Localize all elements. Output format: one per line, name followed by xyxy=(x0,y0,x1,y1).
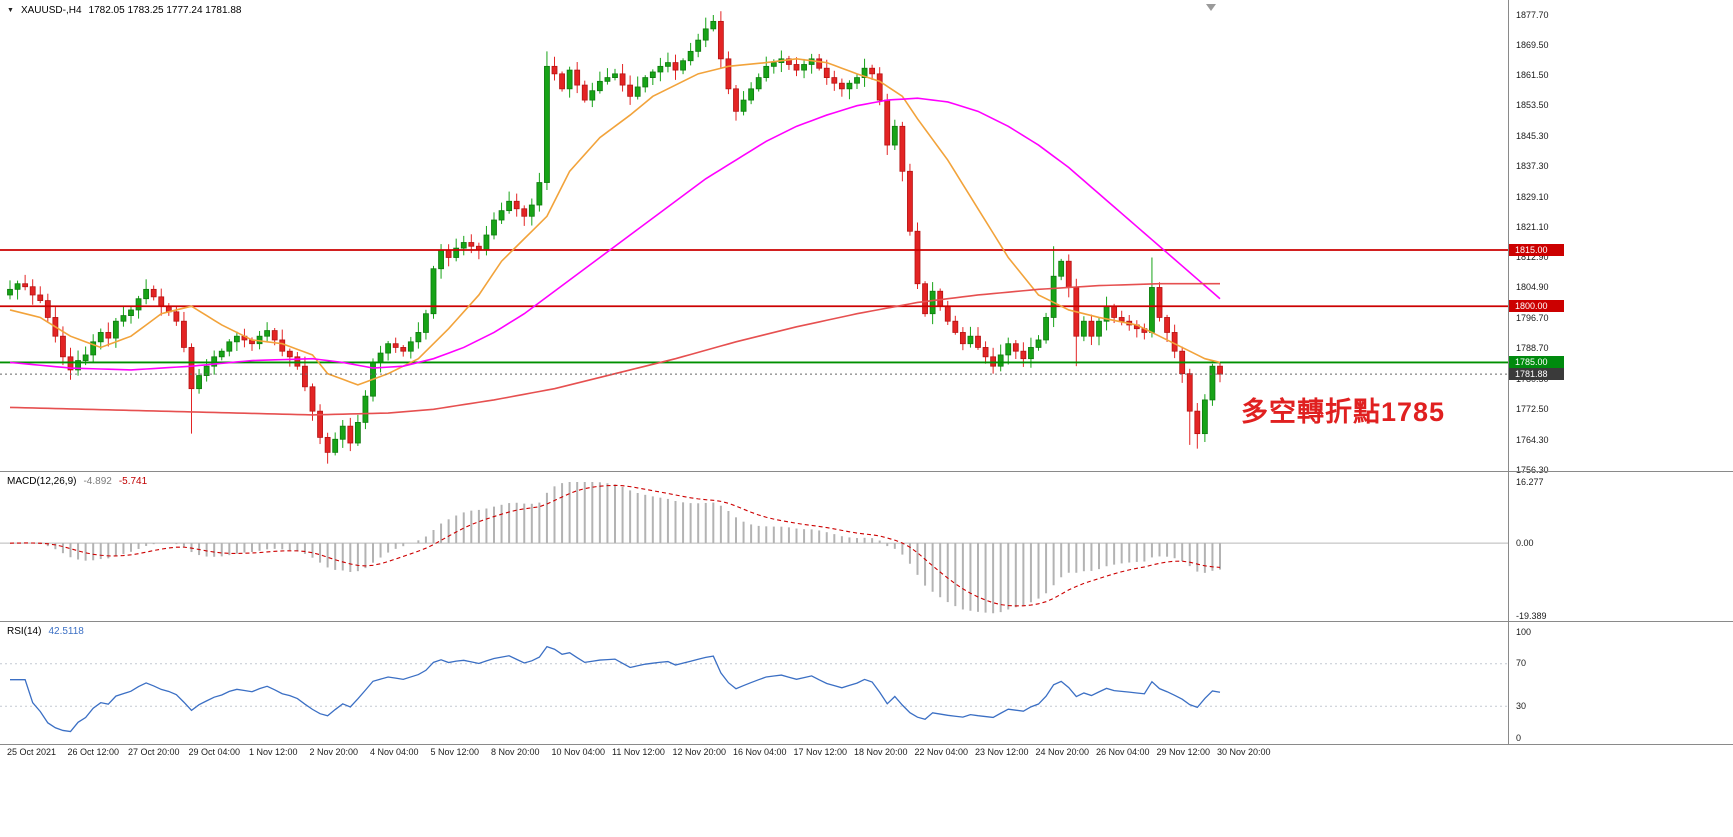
macd-indicator-pane[interactable] xyxy=(0,472,1508,621)
time-axis-label: 11 Nov 12:00 xyxy=(612,747,665,757)
chart-header: ▼ XAUUSD-,H4 1782.05 1783.25 1777.24 178… xyxy=(7,5,241,16)
price-tick-label: 1869.50 xyxy=(1516,40,1549,51)
main-chart-pane[interactable]: ▼ XAUUSD-,H4 1782.05 1783.25 1777.24 178… xyxy=(0,0,1508,471)
price-tick-label: 1772.50 xyxy=(1516,403,1549,414)
time-axis-label: 26 Oct 12:00 xyxy=(67,747,120,757)
rsi-axis-label: 0 xyxy=(1516,732,1522,743)
price-level-tag: 1800.00 xyxy=(1509,300,1564,313)
rsi-name: RSI(14) xyxy=(7,626,42,637)
price-axis-border xyxy=(1508,0,1509,745)
symbol-timeframe-label: XAUUSD-,H4 xyxy=(20,5,82,16)
rsi-axis-label: 100 xyxy=(1516,626,1532,637)
time-axis-label: 10 Nov 04:00 xyxy=(551,747,606,757)
ohlc-values: 1782.05 1783.25 1777.24 1781.88 xyxy=(88,5,242,16)
rsi-value: 42.5118 xyxy=(48,626,84,637)
price-tick-label: 1877.70 xyxy=(1516,9,1549,20)
ma-mid-magenta xyxy=(9,97,1221,371)
macd-axis-label: -19.389 xyxy=(1516,610,1547,621)
price-axis[interactable]: 1877.70 1869.50 1861.50 1853.50 1845.30 1837.… xyxy=(1509,0,1733,745)
price-tick-label: 1845.30 xyxy=(1516,130,1549,141)
price-level-tag: 1815.00 xyxy=(1509,243,1564,256)
time-axis-label: 4 Nov 04:00 xyxy=(370,747,419,757)
last-price-tag: 1781.88 xyxy=(1509,368,1564,381)
price-tick-label: 1829.10 xyxy=(1516,191,1549,202)
macd-chart-canvas[interactable] xyxy=(0,472,1508,621)
rsi-chart-canvas[interactable] xyxy=(0,622,1508,744)
time-axis-label: 2 Nov 20:00 xyxy=(309,747,359,757)
macd-indicator-label: MACD(12,26,9) -4.892 -5.741 xyxy=(7,476,147,487)
time-axis-label: 12 Nov 20:00 xyxy=(672,747,727,757)
price-tick-label: 1796.70 xyxy=(1516,313,1549,324)
rsi-indicator-label: RSI(14) 42.5118 xyxy=(7,626,84,637)
price-tick-label: 1812.90 xyxy=(1516,252,1549,263)
candlestick-chart-canvas[interactable] xyxy=(0,0,1508,471)
pane-separator[interactable] xyxy=(0,621,1733,622)
time-axis-label: 27 Oct 20:00 xyxy=(128,747,180,757)
time-axis-label: 23 Nov 12:00 xyxy=(975,747,1029,757)
rsi-axis-label: 70 xyxy=(1516,658,1527,669)
time-axis-label: 25 Oct 2021 xyxy=(7,747,57,757)
price-tick-label: 1756.30 xyxy=(1516,464,1549,475)
shift-marker-icon[interactable] xyxy=(1206,4,1216,11)
pane-separator[interactable] xyxy=(0,471,1733,472)
time-axis-label: 30 Nov 20:00 xyxy=(1217,747,1271,757)
macd-main-value: -4.892 xyxy=(83,476,112,487)
price-tick-label: 1837.30 xyxy=(1516,160,1549,171)
chart-annotation-text: 多空轉折點1785 xyxy=(1241,397,1446,427)
time-axis-label: 8 Nov 20:00 xyxy=(491,747,540,757)
rsi-indicator-pane[interactable] xyxy=(0,622,1508,744)
macd-axis-label: 0.00 xyxy=(1516,537,1534,548)
price-tick-label: 1804.90 xyxy=(1516,282,1549,293)
price-tick-label: 1821.10 xyxy=(1516,221,1549,232)
macd-axis-label: 16.277 xyxy=(1516,476,1544,487)
pane-separator xyxy=(0,744,1733,745)
price-level-tag: 1785.00 xyxy=(1509,356,1564,369)
price-tick-label: 1764.30 xyxy=(1516,434,1549,445)
time-axis-label: 5 Nov 12:00 xyxy=(430,747,480,757)
time-axis-label: 22 Nov 04:00 xyxy=(914,747,969,757)
ma-fast-orange xyxy=(9,58,1221,386)
price-tick-label: 1788.70 xyxy=(1516,343,1549,354)
time-axis-label: 26 Nov 04:00 xyxy=(1096,747,1150,757)
price-tick-label: 1853.50 xyxy=(1516,100,1549,111)
time-axis[interactable]: 25 Oct 2021 26 Oct 12:00 27 Oct 20:00 29 Oc… xyxy=(0,745,1508,763)
macd-signal-value: -5.741 xyxy=(118,476,148,487)
price-tick-label: 1861.50 xyxy=(1516,70,1549,81)
time-axis-label: 29 Oct 04:00 xyxy=(188,747,241,757)
time-axis-label: 24 Nov 20:00 xyxy=(1035,747,1090,757)
time-axis-label: 18 Nov 20:00 xyxy=(854,747,908,757)
rsi-axis-label: 30 xyxy=(1516,700,1527,711)
time-axis-label: 1 Nov 12:00 xyxy=(249,747,298,757)
symbol-dropdown-icon[interactable]: ▼ xyxy=(7,6,14,14)
time-axis-label: 29 Nov 12:00 xyxy=(1156,747,1211,757)
time-axis-label: 16 Nov 04:00 xyxy=(733,747,787,757)
time-axis-label: 17 Nov 12:00 xyxy=(793,747,848,757)
macd-name: MACD(12,26,9) xyxy=(7,476,77,487)
